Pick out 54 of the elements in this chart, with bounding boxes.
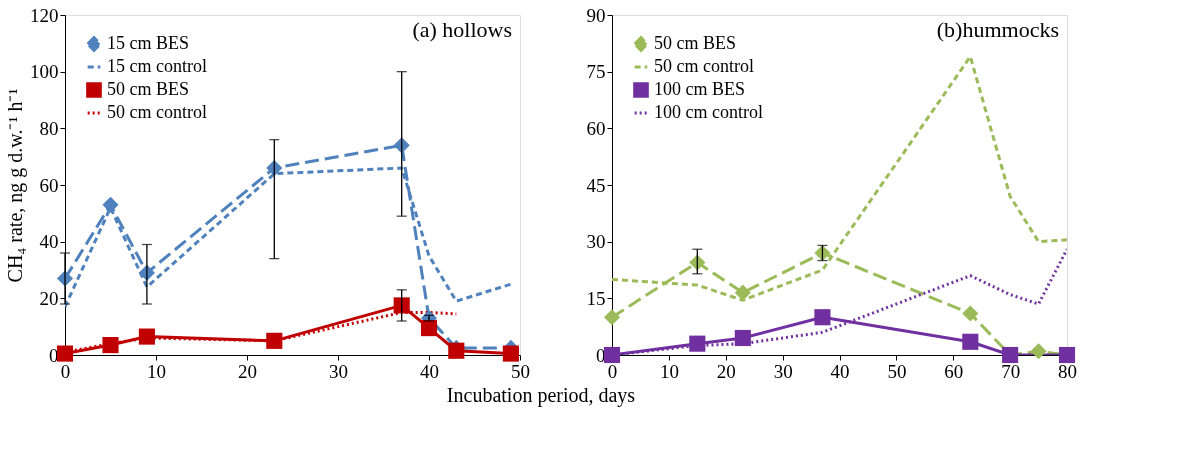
y-axis-title: CH₄ rate, ng g d.w.⁻¹ h⁻¹ [4, 88, 27, 283]
y-tick-label: 20 [39, 287, 59, 309]
x-tick-label: 70 [1001, 360, 1021, 382]
y-tick-label: 60 [586, 117, 606, 139]
point [56, 345, 74, 362]
y-tick-label: 45 [586, 174, 606, 196]
x-axis-title: Incubation period, days [446, 383, 636, 407]
x-tick-label: 50 [511, 360, 530, 382]
y-tick-label: 60 [39, 174, 59, 196]
point [734, 284, 751, 301]
y-tick-label: 100 [30, 61, 59, 83]
point [814, 309, 831, 326]
x-tick-label: 60 [944, 360, 964, 382]
x-tick-label: 80 [1058, 360, 1077, 382]
point [102, 337, 119, 354]
point [689, 335, 706, 352]
y-tick-label: 40 [39, 231, 59, 253]
legend-label: 100 cm control [654, 102, 763, 122]
x-tick-label: 30 [773, 360, 793, 382]
legend-label: 50 cm control [107, 102, 207, 122]
x-tick-label: 50 [887, 360, 907, 382]
y-tick-label: 90 [586, 4, 606, 26]
legend-label: 15 cm control [107, 56, 207, 76]
x-tick-label: 10 [659, 360, 679, 382]
y-tick-label: 80 [39, 117, 59, 139]
x-tick-label: 40 [420, 360, 439, 382]
point [102, 196, 119, 213]
point [603, 346, 621, 364]
point [266, 332, 283, 349]
point [393, 297, 410, 314]
point [962, 333, 979, 350]
y-tick-label: 75 [586, 61, 606, 83]
point [502, 345, 519, 362]
x-tick-label: 20 [716, 360, 736, 382]
x-tick-label: 20 [238, 360, 257, 382]
point [734, 329, 751, 347]
x-tick-label: 30 [329, 360, 348, 382]
x-tick-label: 10 [147, 360, 166, 382]
point [138, 328, 155, 345]
point [420, 320, 438, 337]
chart-title: (a) hollows [412, 17, 512, 42]
point [1030, 343, 1047, 360]
legend-label: 50 cm BES [654, 33, 737, 53]
y-tick-label: 15 [586, 287, 606, 309]
x-tick-label: 40 [830, 360, 850, 382]
legend-label: 15 cm BES [107, 33, 190, 53]
legend-label: 100 cm BES [654, 79, 746, 99]
legend-label: 50 cm BES [107, 79, 190, 99]
point [962, 305, 979, 322]
y-tick-label: 120 [30, 4, 59, 26]
y-tick-label: 30 [586, 231, 606, 253]
legend-label: 50 cm control [654, 56, 754, 76]
point [603, 309, 621, 326]
chart-title: (b)hummocks [936, 17, 1059, 42]
